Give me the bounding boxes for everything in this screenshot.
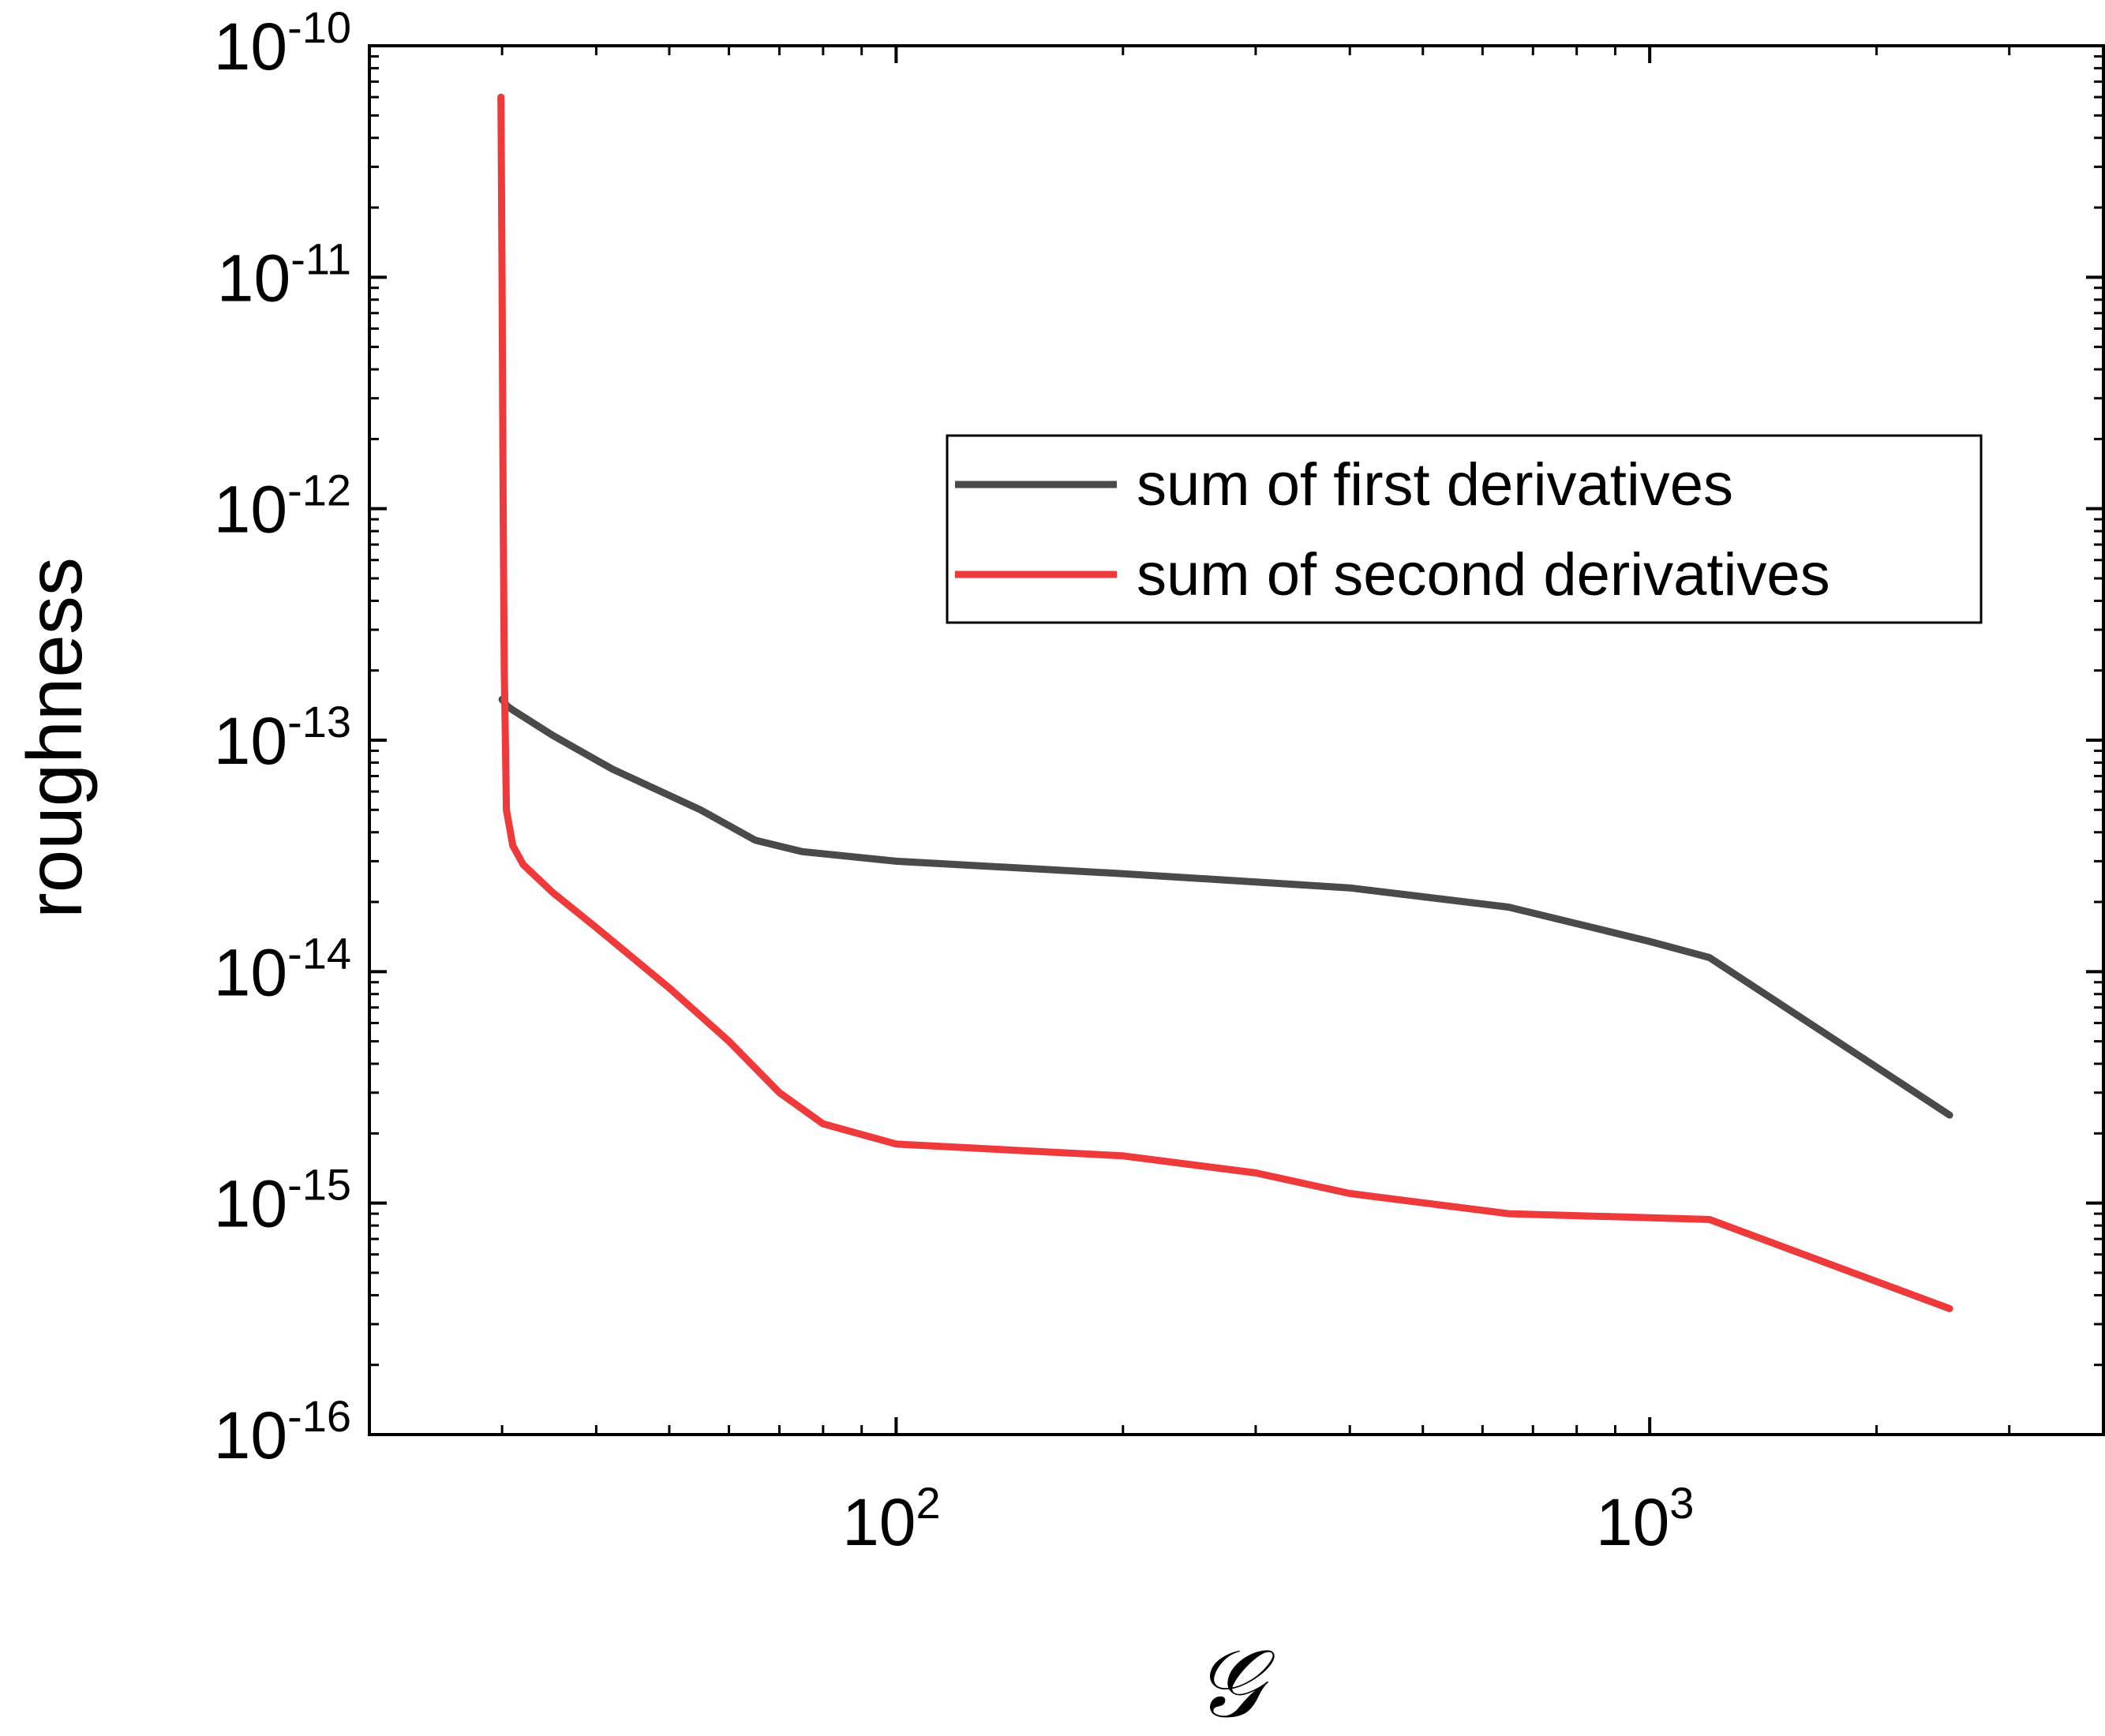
x-axis-title: 𝒢: [1194, 1629, 1275, 1736]
legend-box: [946, 434, 1983, 624]
x-tick-label: 102: [842, 1478, 941, 1559]
legend-label-first-derivatives: sum of first derivatives: [1137, 451, 1733, 518]
y-axis: 10-16 10-15 10-14 10-13 10-12 10-11 10-10: [214, 2, 2103, 1472]
y-tick-label: 10-14: [214, 928, 351, 1009]
plot-area-border: [368, 44, 2105, 1436]
y-tick-label: 10-10: [214, 2, 351, 84]
plot-frame: [368, 44, 2105, 1436]
x-axis: 102 103: [368, 46, 2105, 1559]
series-lines: [497, 93, 1953, 1312]
y-tick-label: 10-15: [214, 1160, 351, 1241]
y-axis-title: roughness: [11, 557, 98, 919]
y-tick-label: 10-12: [214, 466, 351, 547]
legend: sum of first derivatives sum of second d…: [946, 434, 1983, 624]
legend-label-second-derivatives: sum of second derivatives: [1137, 541, 1830, 608]
y-tick-label: 10-11: [217, 234, 351, 315]
series-line-first-derivatives: [498, 695, 1953, 1119]
y-tick-label: 10-13: [214, 697, 351, 778]
y-tick-label: 10-16: [214, 1391, 351, 1472]
series-line-second-derivatives: [497, 93, 1953, 1312]
x-tick-label: 103: [1596, 1478, 1695, 1559]
